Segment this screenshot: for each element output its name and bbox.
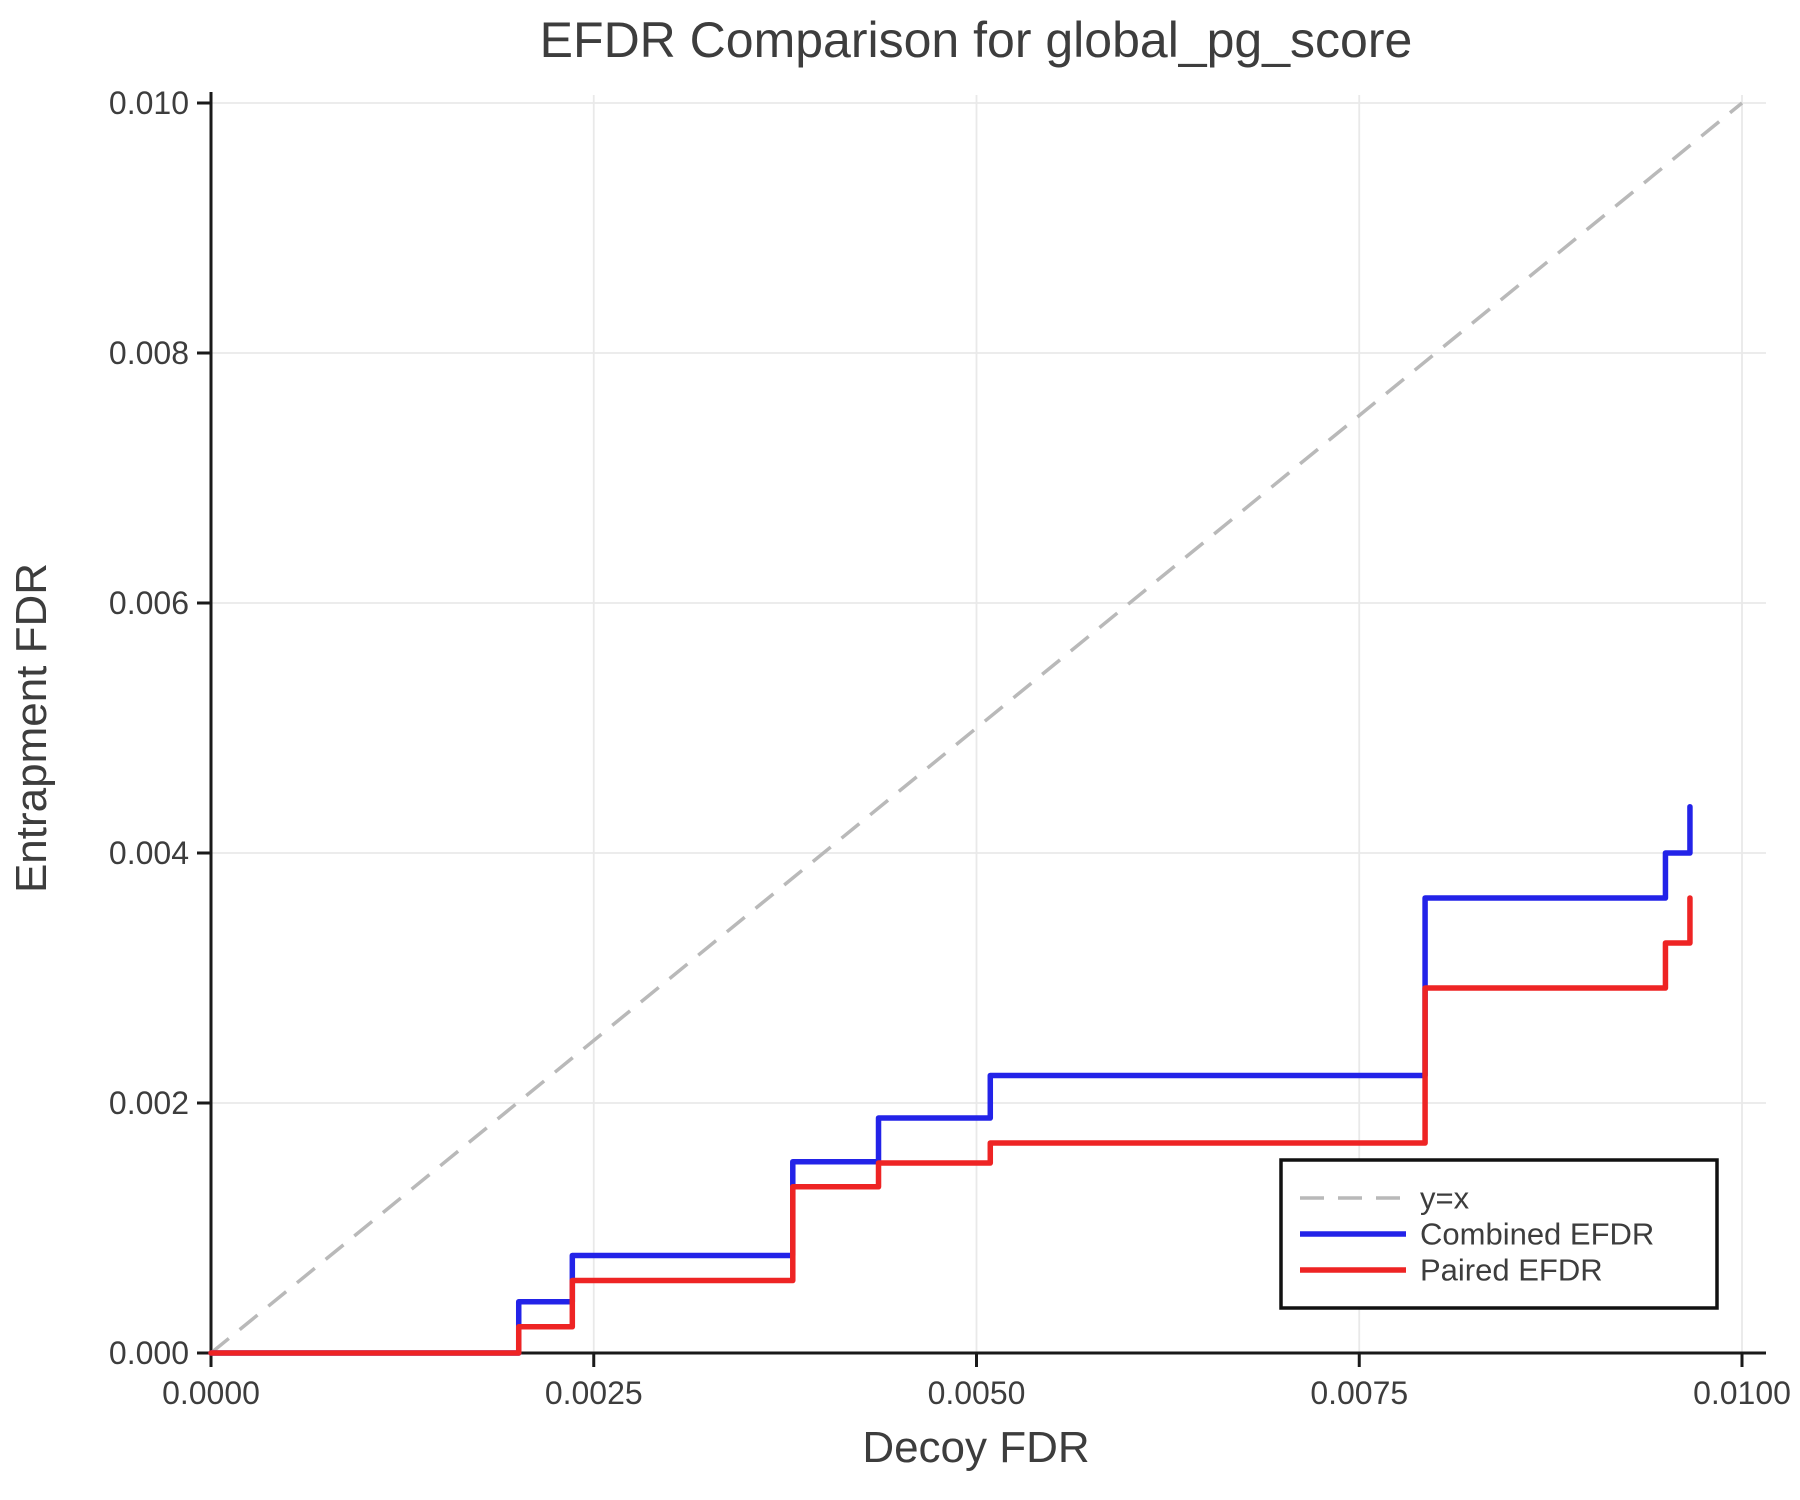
y-tick-label: 0.008 (109, 335, 189, 371)
plot-layer (208, 101, 1744, 1356)
reference-line-y-equals-x (209, 101, 1744, 1355)
x-tick-label: 0.0100 (1693, 1375, 1791, 1411)
x-tick-label: 0.0000 (162, 1375, 260, 1411)
y-tick-label: 0.000 (109, 1335, 189, 1371)
y-tick-label: 0.002 (109, 1085, 189, 1121)
chart-title: EFDR Comparison for global_pg_score (540, 12, 1413, 68)
legend-label-combined-efdr: Combined EFDR (1420, 1217, 1654, 1252)
tick-layer: 0.0000 0.0025 0.0050 0.0075 0.0100 0.000 0.002… (109, 85, 1791, 1411)
series-line-combined-efdr (208, 804, 1693, 1356)
legend-label-y-x: y=x (1420, 1181, 1470, 1216)
x-axis-label: Decoy FDR (862, 1423, 1089, 1472)
y-tick-label: 0.010 (109, 85, 189, 121)
y-tick-label: 0.006 (109, 585, 189, 621)
series-line-paired-efdr (208, 895, 1693, 1356)
y-axis-label: Entrapment FDR (7, 563, 56, 893)
legend-label-paired-efdr: Paired EFDR (1420, 1253, 1603, 1288)
x-tick-label: 0.0050 (928, 1375, 1026, 1411)
x-tick-label: 0.0075 (1310, 1375, 1408, 1411)
x-tick-label: 0.0025 (545, 1375, 643, 1411)
y-tick-label: 0.004 (109, 835, 189, 871)
